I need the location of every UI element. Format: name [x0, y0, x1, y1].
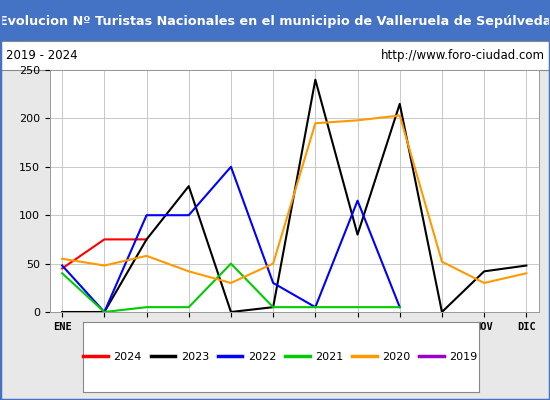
Text: http://www.foro-ciudad.com: http://www.foro-ciudad.com	[381, 49, 544, 62]
Text: 2019 - 2024: 2019 - 2024	[6, 49, 77, 62]
Text: Evolucion Nº Turistas Nacionales en el municipio de Valleruela de Sepúlveda: Evolucion Nº Turistas Nacionales en el m…	[0, 14, 550, 28]
Legend: 2024, 2023, 2022, 2021, 2020, 2019: 2024, 2023, 2022, 2021, 2020, 2019	[79, 348, 482, 366]
